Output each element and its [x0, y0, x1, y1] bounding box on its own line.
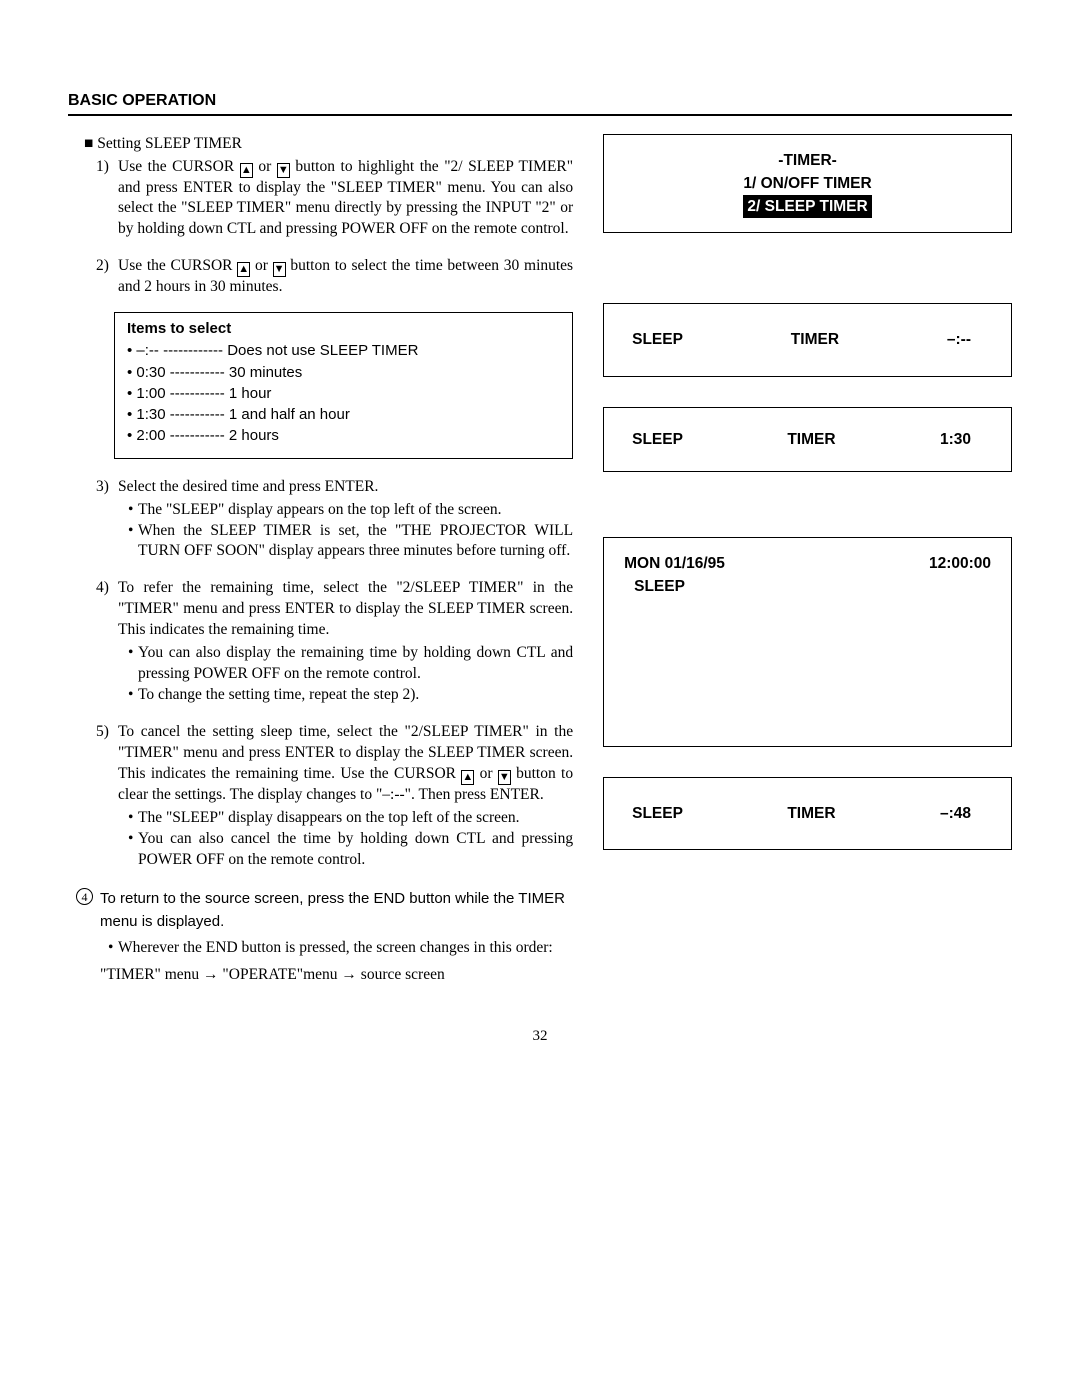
- section-header: BASIC OPERATION: [68, 90, 1012, 116]
- cursor-down-icon: ▼: [273, 262, 286, 277]
- step-num: 4): [96, 578, 109, 599]
- step-5: 5) To cancel the setting sleep time, sel…: [96, 722, 573, 871]
- sub-bullet: The "SLEEP" display disappears on the to…: [128, 808, 573, 829]
- cursor-up-icon: ▲: [237, 262, 250, 277]
- items-row: • 1:30 ----------- 1 and half an hour: [127, 405, 560, 425]
- step-num: 1): [96, 157, 109, 178]
- osd-menu-item: 1/ ON/OFF TIMER: [626, 172, 989, 195]
- text-fragment: or: [474, 765, 498, 782]
- osd-date: MON 01/16/95: [624, 552, 725, 575]
- cursor-down-icon: ▼: [277, 163, 290, 178]
- cursor-up-icon: ▲: [461, 770, 474, 785]
- osd-title: -TIMER-: [626, 149, 989, 172]
- text-fragment: or: [250, 257, 272, 274]
- osd-label: TIMER: [787, 802, 835, 825]
- osd-label: SLEEP: [632, 328, 683, 351]
- osd-sleep-timer-blank: SLEEP TIMER –:--: [603, 303, 1012, 376]
- left-column: Setting SLEEP TIMER 1) Use the CURSOR ▲ …: [68, 134, 573, 987]
- osd-value: –:48: [940, 802, 971, 825]
- step-num: 3): [96, 477, 109, 498]
- osd-label: SLEEP: [632, 428, 683, 451]
- cursor-down-icon: ▼: [498, 770, 511, 785]
- osd-clock: 12:00:00: [929, 552, 991, 575]
- items-row: • 1:00 ----------- 1 hour: [127, 384, 560, 404]
- items-row: • 0:30 ----------- 30 minutes: [127, 363, 560, 383]
- osd-label: TIMER: [791, 328, 839, 351]
- step-1: 1) Use the CURSOR ▲ or ▼ button to highl…: [96, 157, 573, 241]
- sub-bullet: You can also display the remaining time …: [128, 643, 573, 685]
- osd-sleep-indicator: SLEEP: [634, 575, 991, 598]
- osd-value: –:--: [947, 328, 971, 351]
- osd-timer-menu: -TIMER- 1/ ON/OFF TIMER 2/ SLEEP TIMER: [603, 134, 1012, 234]
- sub-bullet: Wherever the END button is pressed, the …: [108, 937, 573, 959]
- items-to-select-box: Items to select • –:-- ------------ Does…: [114, 312, 573, 459]
- osd-sleep-timer-set: SLEEP TIMER 1:30: [603, 407, 1012, 472]
- sub-bullet: You can also cancel the time by holding …: [128, 829, 573, 871]
- step-text: Select the desired time and press ENTER.: [118, 478, 378, 495]
- osd-label: SLEEP: [632, 802, 683, 825]
- step-text: To return to the source screen, press th…: [100, 890, 565, 930]
- text-fragment: Use the CURSOR: [118, 257, 237, 274]
- circled-step-4: 4 To return to the source screen, press …: [76, 888, 573, 986]
- step-2: 2) Use the CURSOR ▲ or ▼ button to selec…: [96, 256, 573, 458]
- step-text: To refer the remaining time, select the …: [118, 579, 573, 638]
- items-row: • 2:00 ----------- 2 hours: [127, 426, 560, 446]
- sub-bullet: When the SLEEP TIMER is set, the "THE PR…: [128, 521, 573, 563]
- right-column: -TIMER- 1/ ON/OFF TIMER 2/ SLEEP TIMER S…: [603, 134, 1012, 987]
- items-title: Items to select: [127, 319, 560, 339]
- step-3: 3) Select the desired time and press ENT…: [96, 477, 573, 563]
- osd-status-screen: MON 01/16/95 12:00:00 SLEEP: [603, 537, 1012, 747]
- step-4: 4) To refer the remaining time, select t…: [96, 578, 573, 706]
- osd-sleep-timer-remaining: SLEEP TIMER –:48: [603, 777, 1012, 850]
- sub-bullet: To change the setting time, repeat the s…: [128, 685, 573, 706]
- osd-value: 1:30: [940, 428, 971, 451]
- cursor-up-icon: ▲: [240, 163, 253, 178]
- text-fragment: or: [253, 158, 277, 175]
- subheading: Setting SLEEP TIMER: [84, 134, 573, 155]
- osd-menu-item-selected: 2/ SLEEP TIMER: [743, 195, 871, 218]
- step-num: 2): [96, 256, 109, 277]
- items-row: • –:-- ------------ Does not use SLEEP T…: [127, 341, 560, 361]
- menu-chain: "TIMER" menu → "OPERATE"menu → source sc…: [100, 963, 573, 986]
- circled-number-icon: 4: [76, 888, 93, 905]
- osd-label: TIMER: [787, 428, 835, 451]
- page-number: 32: [68, 1026, 1012, 1046]
- step-num: 5): [96, 722, 109, 743]
- text-fragment: Use the CURSOR: [118, 158, 240, 175]
- sub-bullet: The "SLEEP" display appears on the top l…: [128, 500, 573, 521]
